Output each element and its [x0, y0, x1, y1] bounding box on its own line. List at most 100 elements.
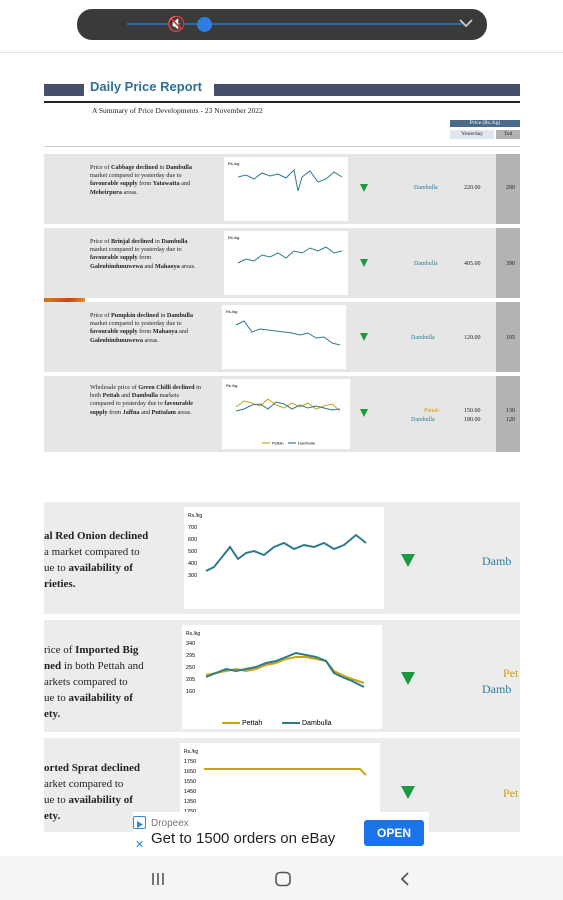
- desc-line: a market compared to: [44, 546, 140, 558]
- ad-banner[interactable]: ✕ Dropeex Get to 1500 orders on eBay OPE…: [133, 812, 429, 856]
- desc-line: availability of: [68, 562, 133, 574]
- table-row: Price of Cabbage declined in Dambulla ma…: [44, 154, 520, 224]
- item-description: Price of Cabbage declined in Dambulla ma…: [90, 164, 192, 196]
- brinjal-chart: Rs./kg: [224, 231, 348, 295]
- media-control-bar[interactable]: 🔇: [77, 9, 487, 40]
- market-name-2: Damb: [482, 682, 512, 696]
- today-price-2: 120: [506, 417, 515, 423]
- today-column: [496, 302, 520, 372]
- unit-label: Rs./kg: [184, 749, 198, 755]
- decline-arrow-icon: [401, 786, 415, 799]
- desc-line: availability of: [68, 692, 133, 704]
- report-title: Daily Price Report: [90, 79, 202, 94]
- header-band-right: [214, 84, 520, 96]
- y-tick: 1550: [184, 779, 196, 785]
- table-row: Price of Pumpkin declined in Dambulla ma…: [44, 302, 520, 372]
- legend-dambulla: Dambulla: [298, 441, 316, 446]
- yesterday-price: 120.00: [464, 335, 481, 341]
- yesterday-header: Yesterday: [450, 130, 494, 139]
- red-onion-chart: Rs./kg 700 600 500 400 300: [184, 507, 384, 609]
- y-tick: 160: [186, 689, 195, 695]
- unit-label: Rs./kg: [226, 383, 237, 388]
- system-nav-bar: [0, 856, 563, 900]
- yesterday-price: 220.00: [464, 185, 481, 191]
- seek-knob[interactable]: [197, 17, 212, 32]
- item-description: al Red Onion declined a market compared …: [44, 528, 148, 592]
- today-header: Tod: [496, 130, 520, 139]
- back-icon[interactable]: [399, 871, 411, 887]
- desc-line: ety.: [44, 708, 61, 720]
- item-description: rice of Imported Big ned in both Pettah …: [44, 642, 144, 722]
- legend-pettah: Pettah: [242, 720, 262, 727]
- price-header: Price (Rs./kg): [450, 120, 520, 127]
- row-rule: [44, 146, 520, 147]
- home-icon[interactable]: [274, 871, 292, 887]
- ad-info-icon[interactable]: [133, 816, 146, 829]
- y-tick: 1450: [184, 789, 196, 795]
- decline-arrow-icon: [360, 409, 368, 417]
- desc-line: al Red Onion declined: [44, 530, 149, 542]
- market-name-2: Dambulla: [411, 417, 435, 423]
- ad-close-icon[interactable]: ✕: [135, 838, 145, 851]
- market-name: Pet: [503, 666, 519, 680]
- market-name: Pet: [503, 786, 519, 800]
- today-column: [496, 154, 520, 224]
- today-price: 130: [506, 408, 515, 414]
- divider: [0, 52, 563, 53]
- market-name: Damb: [482, 554, 512, 568]
- desc-line: arkets compared to: [44, 676, 128, 688]
- today-column: [496, 228, 520, 298]
- chevron-down-icon[interactable]: [459, 18, 473, 28]
- y-tick: 1750: [184, 759, 196, 765]
- desc-line: arket compared to: [44, 778, 124, 790]
- table-row: Price of Brinjal declined in Dambulla ma…: [44, 228, 520, 298]
- y-tick: 500: [188, 549, 197, 555]
- yesterday-price: 150.00: [464, 408, 481, 414]
- market-name: Dambulla: [414, 261, 438, 267]
- y-tick: 1650: [184, 769, 196, 775]
- report-summary: A Summary of Price Developments - 23 Nov…: [92, 106, 263, 115]
- desc-line: orted Sprat declined: [44, 762, 140, 774]
- y-tick: 300: [188, 573, 197, 579]
- market-name: Pettah: [424, 408, 439, 414]
- report-page-1: Daily Price Report A Summary of Price De…: [44, 74, 520, 454]
- desc-line: ue to: [44, 692, 69, 704]
- y-tick: 295: [186, 653, 195, 659]
- item-description: Price of Pumpkin declined in Dambulla ma…: [90, 312, 193, 344]
- today-price: 390: [506, 261, 515, 267]
- ad-text[interactable]: Get to 1500 orders on eBay: [151, 830, 336, 847]
- unit-label: Rs./kg: [228, 235, 239, 240]
- decline-arrow-icon: [401, 554, 415, 567]
- y-tick: 700: [188, 525, 197, 531]
- unit-label: Rs./kg: [228, 161, 239, 166]
- decline-arrow-icon: [401, 672, 415, 685]
- ad-open-button[interactable]: OPEN: [364, 820, 424, 846]
- unit-label: Rs./kg: [226, 309, 237, 314]
- today-column: [496, 376, 520, 452]
- table-row: Wholesale price of Green Chilli declined…: [44, 376, 520, 452]
- y-tick: 250: [186, 665, 195, 671]
- y-tick: 400: [188, 561, 197, 567]
- desc-line: rieties.: [44, 578, 76, 590]
- table-row: rice of Imported Big ned in both Pettah …: [44, 620, 520, 732]
- ad-brand: Dropeex: [151, 818, 189, 829]
- item-description: orted Sprat declined arket compared to u…: [44, 760, 140, 824]
- report-page-2: al Red Onion declined a market compared …: [44, 502, 520, 832]
- header-rule: [44, 101, 520, 103]
- yesterday-price-2: 180.00: [464, 417, 481, 423]
- desc-line: ue to: [44, 794, 69, 806]
- y-tick: 600: [188, 537, 197, 543]
- item-description: Price of Brinjal declined in Dambulla ma…: [90, 238, 196, 270]
- mute-icon[interactable]: 🔇: [167, 15, 186, 33]
- recent-apps-icon[interactable]: [150, 872, 166, 886]
- decline-arrow-icon: [360, 333, 368, 341]
- y-tick: 340: [186, 641, 195, 647]
- desc-line: in both Pettah and: [61, 660, 144, 672]
- desc-line: Imported Big: [75, 644, 139, 656]
- unit-label: Rs./kg: [186, 631, 200, 637]
- seek-track[interactable]: [127, 23, 462, 25]
- today-price: 200: [506, 185, 515, 191]
- y-tick: 205: [186, 677, 195, 683]
- desc-line: rice of: [44, 644, 76, 656]
- table-row: al Red Onion declined a market compared …: [44, 502, 520, 614]
